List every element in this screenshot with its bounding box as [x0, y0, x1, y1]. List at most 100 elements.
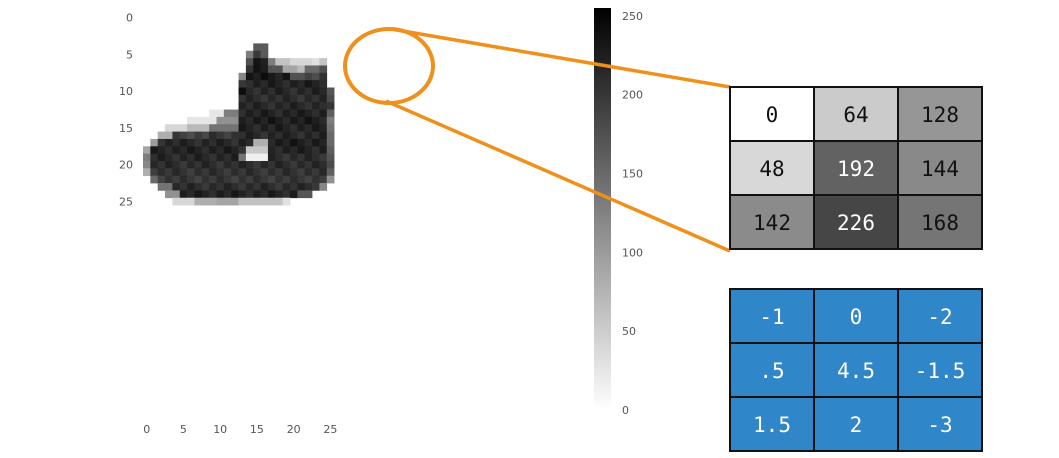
pixel-matrix-cell-value: 64: [843, 103, 868, 127]
image-pixel: [260, 190, 269, 199]
image-pixel: [253, 102, 261, 110]
image-pixel: [297, 183, 306, 191]
image-pixel: [245, 58, 254, 66]
image-pixel: [209, 138, 217, 147]
y-tick-label: 25: [119, 195, 133, 208]
highlight-ellipse: [343, 27, 435, 105]
image-pixel: [290, 58, 298, 66]
image-pixel: [194, 183, 203, 191]
image-pixel: [260, 197, 269, 206]
image-pixel: [165, 190, 173, 199]
image-pixel: [267, 161, 276, 169]
image-pixel: [172, 138, 181, 147]
image-pixel: [297, 168, 306, 177]
image-pixel: [275, 153, 283, 162]
image-pixel: [312, 161, 320, 169]
image-pixel: [319, 183, 328, 191]
image-pixel: [209, 175, 217, 184]
image-pixel: [290, 87, 298, 96]
image-pixel: [260, 153, 269, 162]
image-pixel: [194, 190, 203, 199]
image-pixel: [231, 190, 239, 199]
image-pixel: [209, 197, 217, 206]
image-pixel: [267, 80, 276, 88]
image-pixel: [187, 124, 195, 132]
image-pixel: [143, 146, 151, 154]
image-pixel: [194, 175, 203, 184]
image-pixel: [267, 65, 276, 74]
image-pixel: [282, 138, 291, 147]
image-pixel: [312, 146, 320, 154]
image-pixel: [253, 146, 261, 154]
image-pixel: [253, 109, 261, 118]
image-pixel: [290, 175, 298, 184]
image-pixel: [326, 161, 335, 169]
image-pixel: [194, 161, 203, 169]
image-pixel: [319, 153, 328, 162]
image-pixel: [165, 175, 173, 184]
image-pixel: [260, 94, 269, 103]
image-pixel: [312, 168, 320, 177]
zoom-callout: [343, 27, 731, 253]
image-pixel: [312, 102, 320, 110]
image-pixel: [187, 190, 195, 199]
image-pixel: [312, 183, 320, 191]
image-pixel: [216, 183, 225, 191]
kernel-matrix-cell-value: 0: [850, 305, 863, 329]
image-pixel: [267, 94, 276, 103]
image-pixel: [245, 124, 254, 132]
image-pixel: [157, 183, 166, 191]
kernel-matrix-cell-value: 4.5: [837, 359, 875, 383]
image-pixel: [304, 65, 313, 74]
image-pixel: [179, 183, 188, 191]
image-pixel: [201, 124, 210, 132]
image-pixel: [179, 146, 188, 154]
image-pixel: [216, 190, 225, 199]
image-pixel: [165, 168, 173, 177]
image-x-axis: 0 5 10 15 20 25: [143, 423, 337, 436]
image-pixel: [282, 146, 291, 154]
image-pixel: [326, 87, 335, 96]
image-pixel: [157, 161, 166, 169]
image-pixel: [157, 175, 166, 184]
image-pixel: [275, 146, 283, 154]
image-pixel: [201, 197, 210, 206]
image-pixel: [165, 124, 173, 132]
image-pixel: [209, 109, 217, 118]
image-pixel: [260, 138, 269, 147]
image-pixel: [187, 131, 195, 140]
image-pixel: [304, 58, 313, 66]
pixel-value-matrix: 0 64 128 48 192 144 142 226 168: [729, 86, 983, 250]
image-pixel: [304, 183, 313, 191]
image-pixel: [304, 72, 313, 81]
image-pixel: [172, 146, 181, 154]
image-pixel: [172, 131, 181, 140]
image-pixel: [201, 146, 210, 154]
image-pixel: [231, 109, 239, 118]
image-pixel: [231, 124, 239, 132]
image-pixel: [282, 197, 291, 206]
image-pixel: [165, 146, 173, 154]
image-pixel: [282, 72, 291, 81]
image-pixel: [297, 65, 306, 74]
image-pixel: [223, 161, 232, 169]
image-pixel: [297, 161, 306, 169]
image-pixel: [253, 116, 261, 125]
image-pixel: [172, 183, 181, 191]
image-pixel: [238, 102, 247, 110]
image-pixel: [223, 190, 232, 199]
image-pixel: [172, 161, 181, 169]
image-pixel: [231, 168, 239, 177]
image-pixel: [165, 183, 173, 191]
image-pixel: [194, 168, 203, 177]
image-pixel: [238, 94, 247, 103]
image-pixel: [231, 183, 239, 191]
image-pixel: [209, 131, 217, 140]
image-pixel: [253, 197, 261, 206]
image-pixel: [201, 161, 210, 169]
image-pixel: [172, 124, 181, 132]
kernel-matrix-cell: [729, 342, 815, 398]
image-pixel: [216, 168, 225, 177]
image-pixel: [150, 146, 159, 154]
image-pixel: [312, 65, 320, 74]
